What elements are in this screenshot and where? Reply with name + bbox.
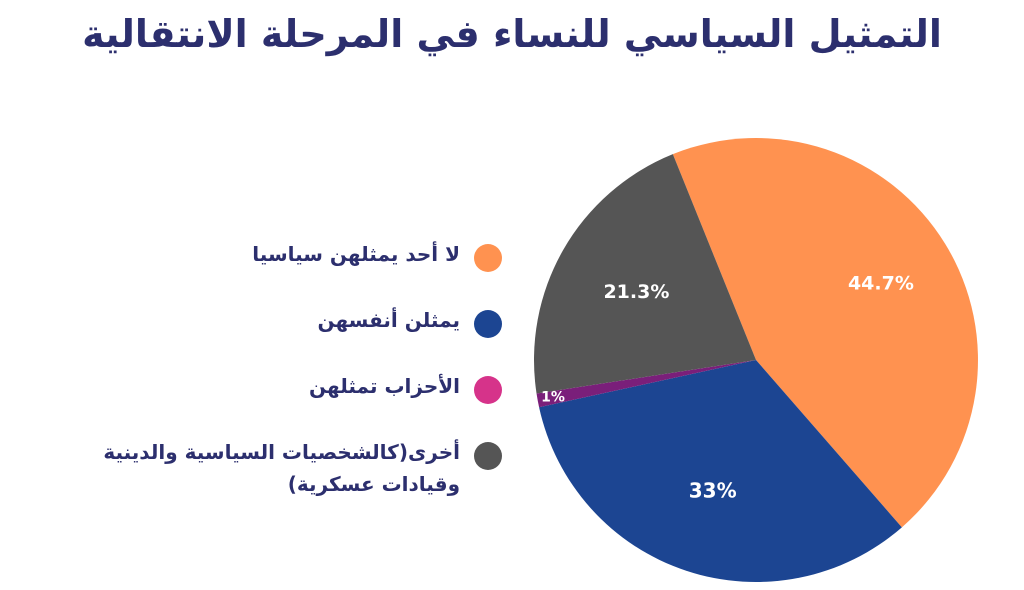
chart-title: التمثيل السياسي للنساء في المرحلة الانتق… [82,12,942,56]
pie-slice [533,154,756,394]
legend-item: أخرى(كالشخصيات السياسية والدينية وقيادات… [32,436,502,500]
slice-value-label: 44.7% [848,272,914,294]
legend-swatch [474,310,502,338]
legend-item: يمثلن أنفسهن [32,304,502,338]
legend-label: أخرى(كالشخصيات السياسية والدينية وقيادات… [103,440,460,496]
pie-slice [672,138,978,528]
legend-item: الأحزاب تمثلهن [32,370,502,404]
legend-swatch [474,244,502,272]
legend-label: الأحزاب تمثلهن [309,374,460,398]
slice-value-label: 33% [689,479,737,503]
pie-slice [539,360,902,582]
legend-label: يمثلن أنفسهن [317,308,460,332]
legend-label: لا أحد يمثلهن سياسيا [252,242,460,266]
legend-swatch [474,376,502,404]
chart-legend: لا أحد يمثلهن سياسيا يمثلن أنفسهن الأحزا… [32,238,502,532]
legend-swatch [474,442,502,470]
slice-value-label: 21.3% [603,281,669,303]
pie-slice [536,360,756,408]
slice-value-label: 1% [541,390,565,406]
legend-item: لا أحد يمثلهن سياسيا [32,238,502,272]
